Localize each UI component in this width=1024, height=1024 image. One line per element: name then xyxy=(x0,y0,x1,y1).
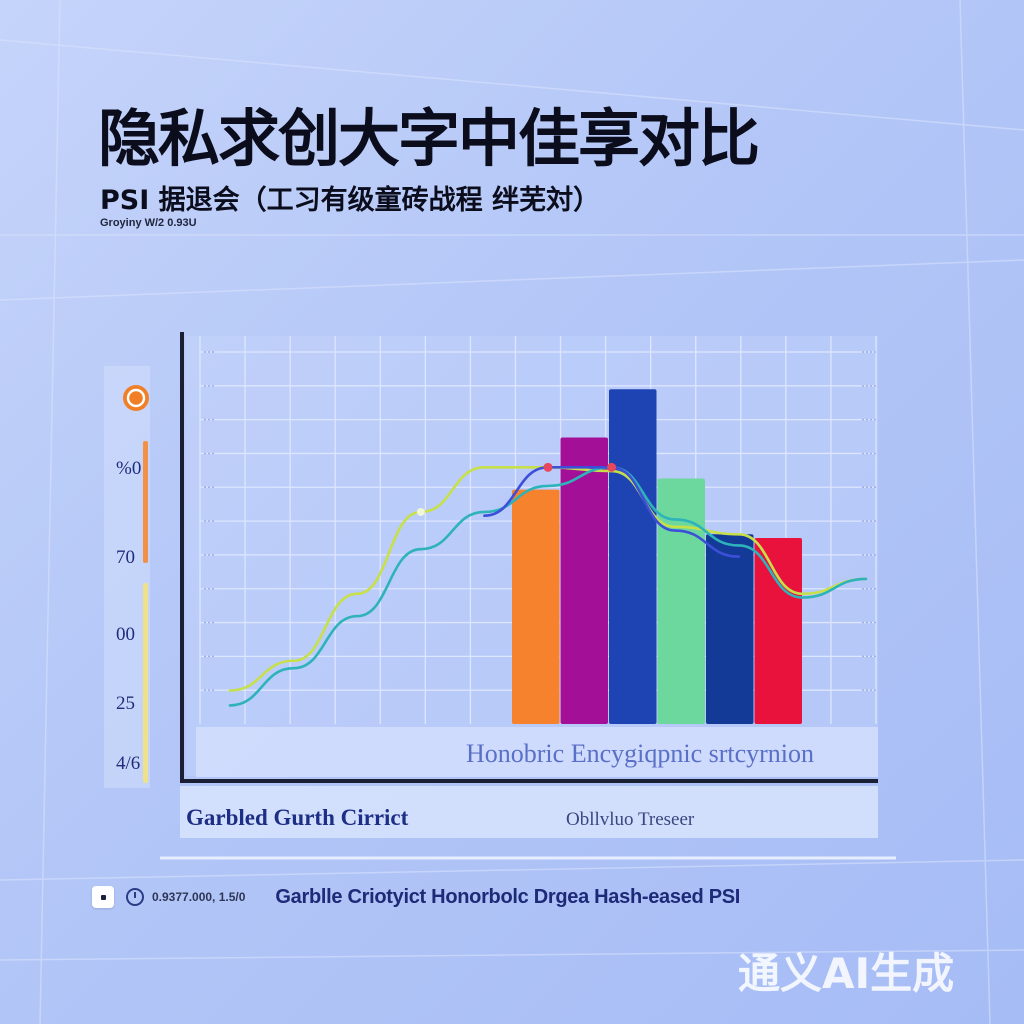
y-tick-label: %0 xyxy=(116,458,141,479)
trend-lines xyxy=(228,462,868,707)
x-axis-label-left: Garbled Gurth Cirrict xyxy=(186,805,409,830)
page-caption: Groyiny W/2 0.93U xyxy=(100,217,197,229)
y-tick-label: 70 xyxy=(116,547,135,568)
legend-badge: 5 xyxy=(133,392,139,406)
checkbox-mark-icon xyxy=(100,894,106,900)
page-title: 隐私求创大字中佳享对比 xyxy=(98,102,760,175)
y-tick-label: 25 xyxy=(116,693,135,714)
line-point xyxy=(607,462,617,472)
x-label-panel xyxy=(180,786,878,838)
series-line xyxy=(228,466,868,692)
footer-meta: 0.9377.000, 1.5/0 xyxy=(152,890,246,904)
bar xyxy=(560,437,608,724)
x-axis-label-right: Obllvluo Treseer xyxy=(566,809,695,830)
bar xyxy=(609,389,657,724)
line-point xyxy=(416,507,425,516)
clock-icon xyxy=(126,888,144,906)
y-tick-label: 00 xyxy=(116,624,135,645)
bar xyxy=(754,538,802,724)
footer-checkbox[interactable] xyxy=(92,886,114,908)
watermark: 通义AI生成 xyxy=(738,949,955,998)
bar xyxy=(512,489,560,724)
bar xyxy=(657,478,705,724)
page-subtitle: PSI 据退会（工习有级童砖战程 绊芜対） xyxy=(100,185,601,216)
scale-bar-yellow xyxy=(143,583,148,783)
bar xyxy=(706,534,754,724)
band-label: Honobric Encygiqpnic srtcyrnion xyxy=(466,739,814,768)
badge-icon-ring xyxy=(126,388,146,408)
scale-bar-orange xyxy=(143,441,148,563)
line-point xyxy=(543,462,553,472)
y-ticks xyxy=(204,351,876,691)
y-tick-label: 4/6 xyxy=(116,753,140,774)
label-band xyxy=(196,727,878,777)
footer-bar: 0.9377.000, 1.5/0 Garblle Criotyict Hono… xyxy=(92,882,740,912)
y-axis-panel xyxy=(104,366,150,788)
footer-tags: Garblle Criotyict Honorbolc Drgea Hash-e… xyxy=(275,885,741,908)
series-line xyxy=(228,466,868,707)
